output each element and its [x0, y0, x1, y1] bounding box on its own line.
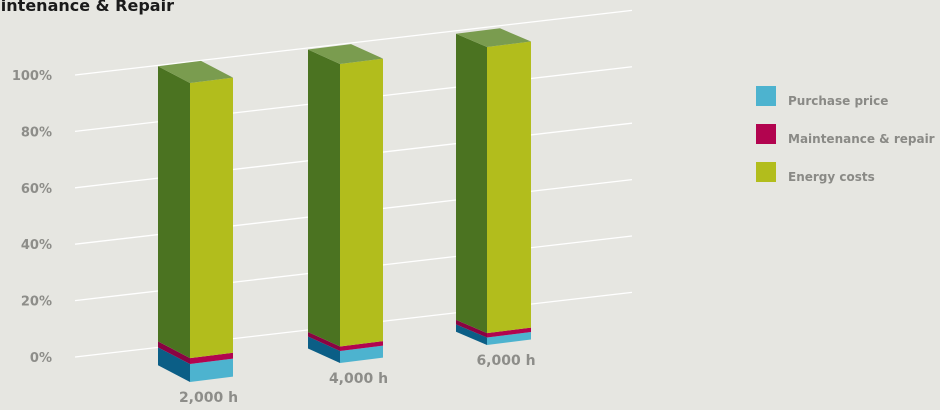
y-tick-label: 40%: [21, 238, 52, 253]
legend-swatch-purchase-price: [756, 86, 776, 106]
y-tick-label: 0%: [30, 351, 52, 366]
legend-label-purchase-price: Purchase price: [788, 94, 889, 108]
legend-swatch-energy-costs: [756, 162, 776, 182]
x-category-label: 2,000 h: [179, 390, 238, 406]
bar-segment-maintenance-repair: [190, 352, 233, 365]
bar-segment-purchase-price: [487, 332, 531, 345]
bar-segment-maintenance-repair: [487, 327, 531, 338]
chart-title: aintenance & Repair: [0, 0, 174, 15]
bar-top-cap: [158, 60, 233, 83]
bar-segment-maintenance-repair: [340, 341, 383, 352]
gridline: [74, 9, 633, 76]
y-tick-label: 20%: [21, 295, 52, 310]
legend-swatch-maintenance-repair: [756, 124, 776, 144]
bar-side-energy-costs: [308, 49, 340, 347]
bar-side-maintenance-repair: [308, 332, 340, 352]
bar-segment-energy-costs: [340, 58, 383, 347]
bar-side-maintenance-repair: [456, 319, 487, 338]
bar-segment-purchase-price: [340, 345, 383, 363]
bar-side-energy-costs: [158, 66, 190, 359]
bar-side-purchase-price: [308, 336, 340, 363]
bar-side-energy-costs: [456, 33, 487, 334]
bar-side-maintenance-repair: [158, 341, 190, 365]
bar-segment-energy-costs: [190, 77, 233, 359]
x-category-label: 4,000 h: [329, 371, 388, 387]
bar-top-cap: [456, 28, 531, 47]
bar-side-purchase-price: [158, 347, 190, 382]
bar-segment-purchase-price: [190, 358, 233, 382]
y-tick-label: 100%: [12, 69, 52, 84]
bar-side-purchase-price: [456, 324, 487, 345]
legend-label-maintenance-repair: Maintenance & repair: [788, 132, 935, 146]
y-tick-label: 60%: [21, 182, 52, 197]
legend-label-energy-costs: Energy costs: [788, 170, 875, 184]
bar-top-cap: [308, 44, 383, 64]
x-category-label: 6,000 h: [476, 353, 535, 369]
bar-segment-energy-costs: [487, 41, 531, 334]
y-tick-label: 80%: [21, 125, 52, 140]
